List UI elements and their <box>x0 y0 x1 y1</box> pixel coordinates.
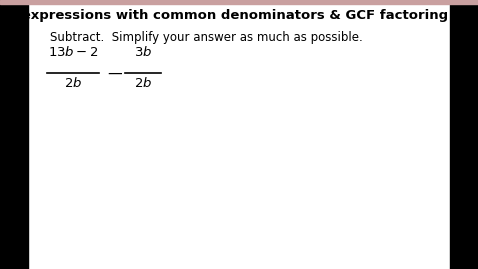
Bar <box>0 0 478 4</box>
Bar <box>450 0 478 269</box>
Text: —: — <box>108 65 122 80</box>
Text: $3b$: $3b$ <box>134 45 152 59</box>
Text: $2b$: $2b$ <box>134 76 152 90</box>
Bar <box>0 0 28 269</box>
Text: $2b$: $2b$ <box>64 76 82 90</box>
Text: Adding rational expressions with common denominators & GCF factoring: Adding rational expressions with common … <box>0 9 448 22</box>
Text: Subtract.  Simplify your answer as much as possible.: Subtract. Simplify your answer as much a… <box>50 31 363 44</box>
Text: $13b-2$: $13b-2$ <box>48 45 98 59</box>
